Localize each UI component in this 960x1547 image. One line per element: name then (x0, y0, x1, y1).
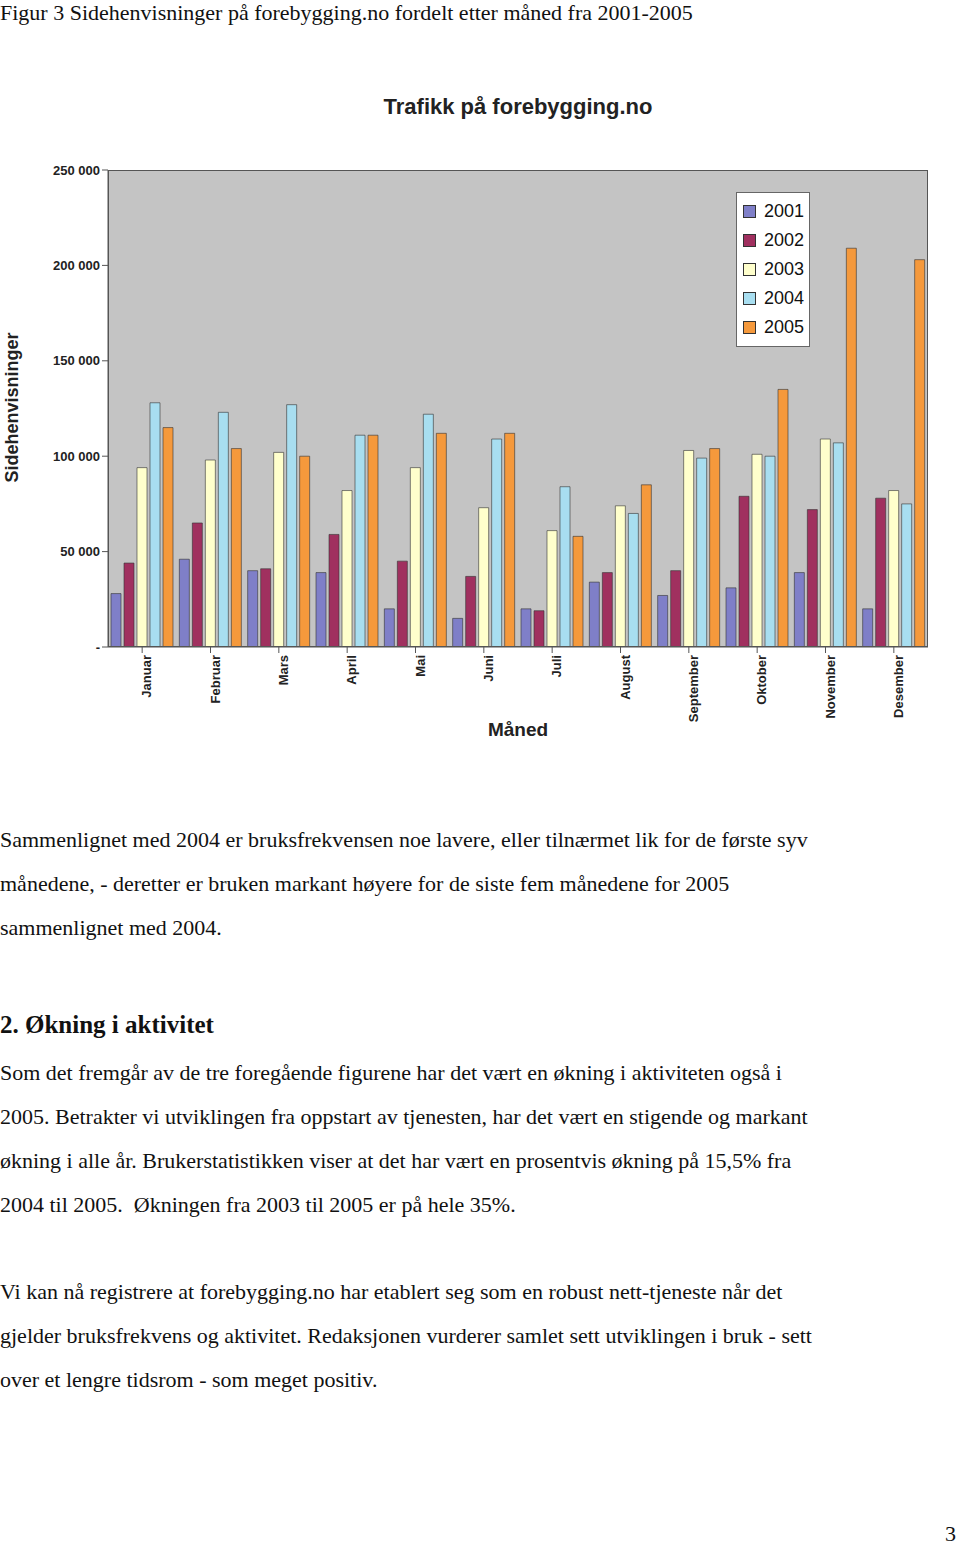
svg-text:-: - (96, 640, 100, 655)
svg-text:Mars: Mars (276, 655, 291, 685)
svg-text:Januar: Januar (139, 655, 154, 698)
svg-text:Desember: Desember (891, 655, 906, 718)
html-text:2004 til 2005. Økningen fra 20: 2004 til 2005. Økningen fra 2003 til 200… (0, 1192, 516, 1217)
html-text:2005. Betrakter vi utviklingen: 2005. Betrakter vi utviklingen fra oppst… (0, 1104, 808, 1129)
svg-text:50 000: 50 000 (60, 544, 100, 559)
html-text:2. Økning i aktivitet: 2. Økning i aktivitet (0, 1011, 214, 1038)
svg-text:100 000: 100 000 (53, 449, 100, 464)
html-text:2001: 2001 (764, 201, 804, 221)
html-text:Sammenlignet med 2004 er bruks: Sammenlignet med 2004 er bruksfrekvensen… (0, 827, 808, 852)
html-text:Sidehenvisninger: Sidehenvisninger (1, 332, 22, 482)
html-text:Måned: Måned (487, 719, 549, 740)
html-text:Vi kan nå registrere at foreby: Vi kan nå registrere at forebygging.no h… (0, 1279, 783, 1304)
html-text:2004: 2004 (764, 288, 804, 308)
html-text:2003: 2003 (764, 259, 804, 279)
html-text:2005: 2005 (764, 317, 804, 337)
svg-text:Oktober: Oktober (754, 655, 769, 705)
svg-text:250 000: 250 000 (53, 163, 100, 178)
svg-text:Februar: Februar (208, 655, 223, 703)
svg-text:September: September (686, 655, 701, 722)
html-text:månedene, - deretter er bruken: månedene, - deretter er bruken markant h… (0, 871, 730, 896)
svg-text:200 000: 200 000 (53, 258, 100, 273)
svg-text:Juli: Juli (549, 655, 564, 677)
html-text:over et lengre tidsrom - som m: over et lengre tidsrom - som meget posit… (0, 1367, 378, 1392)
html-text:sammenlignet med 2004.: sammenlignet med 2004. (0, 915, 222, 940)
html-text:2002: 2002 (764, 230, 804, 250)
svg-text:Mai: Mai (413, 655, 428, 677)
svg-text:August: August (618, 654, 633, 699)
html-text:Trafikk på forebygging.no: Trafikk på forebygging.no (383, 94, 653, 119)
html-text:3: 3 (945, 1521, 956, 1546)
html-text:Som det fremgår av de tre fore: Som det fremgår av de tre foregående fig… (0, 1060, 782, 1085)
svg-text:Juni: Juni (481, 655, 496, 682)
html-text:økning i alle år. Brukerstatis: økning i alle år. Brukerstatistikken vis… (0, 1148, 792, 1173)
svg-text:150 000: 150 000 (53, 353, 100, 368)
svg-text:November: November (823, 655, 838, 719)
svg-text:April: April (344, 655, 359, 685)
html-text:gjelder bruksfrekvens og aktiv: gjelder bruksfrekvens og aktivitet. Reda… (0, 1323, 812, 1348)
html-text:Figur 3 Sidehenvisninger på fo: Figur 3 Sidehenvisninger på forebygging.… (0, 0, 693, 25)
